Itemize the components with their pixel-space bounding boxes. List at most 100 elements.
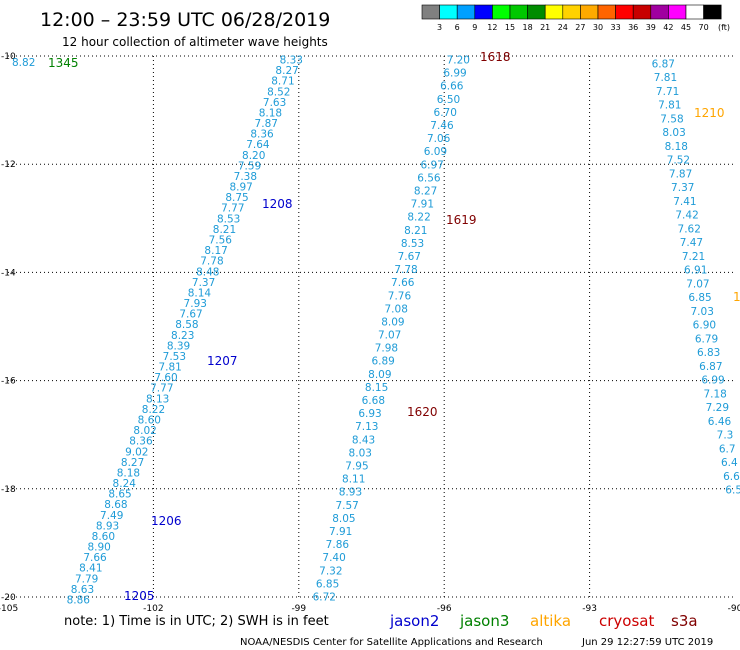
wave-height-value: 7.58 bbox=[660, 113, 683, 125]
wave-height-value: 8.09 bbox=[368, 369, 391, 381]
wave-height-value: 6.85 bbox=[688, 292, 711, 304]
wave-height-value: 8.22 bbox=[142, 404, 165, 416]
wave-height-value: 8.27 bbox=[414, 185, 437, 197]
wave-height-value: 6.66 bbox=[440, 81, 464, 93]
legend-swatch bbox=[527, 4, 546, 20]
wave-height-value: 7.32 bbox=[319, 565, 342, 577]
satellite-name-altika: altika bbox=[530, 612, 571, 630]
wave-height-value: 7.95 bbox=[345, 461, 368, 473]
legend-swatch bbox=[703, 4, 722, 20]
generated-timestamp: Jun 29 12:27:59 UTC 2019 bbox=[581, 637, 713, 648]
figure-subtitle: 12 hour collection of altimeter wave hei… bbox=[62, 35, 328, 49]
wave-height-value: 7.18 bbox=[703, 388, 726, 400]
wave-height-value: 8.68 bbox=[104, 499, 127, 511]
pass-time-labels: 1345 1618 1210 1208 1619 1207 1620 1206 1205 1 bbox=[48, 50, 740, 603]
satellite-name-s3a: s3a bbox=[671, 612, 698, 630]
latitude-tick-label: -14 bbox=[1, 268, 16, 278]
wave-height-value: 8.09 bbox=[381, 316, 404, 328]
wave-height-value: 6.90 bbox=[693, 320, 716, 332]
wave-height-value: 7.20 bbox=[447, 55, 470, 67]
credit-line: NOAA/NESDIS Center for Satellite Applica… bbox=[240, 637, 543, 648]
pass-time-label: 1620 bbox=[407, 405, 438, 419]
satellite-passes: 8.338.278.718.527.638.187.878.367.648.20… bbox=[67, 55, 740, 607]
legend-unit-label: (ft) bbox=[718, 23, 730, 32]
wave-height-value: 6.91 bbox=[684, 265, 707, 277]
wave-height-value: 7.07 bbox=[378, 330, 401, 342]
legend-swatch bbox=[439, 4, 458, 20]
legend-swatch bbox=[421, 4, 440, 20]
wave-height-value: 7.52 bbox=[667, 155, 690, 167]
wave-height-value: 7.66 bbox=[391, 277, 415, 289]
wave-height-value: 8.03 bbox=[662, 127, 685, 139]
satellite-name-jason3: jason3 bbox=[459, 612, 509, 630]
legend-swatch bbox=[509, 4, 528, 20]
wave-height-value: 6.09 bbox=[424, 146, 447, 158]
legend-swatch bbox=[544, 4, 564, 20]
wave-height-value: 6.50 bbox=[437, 94, 460, 106]
wave-height-value: 9.02 bbox=[125, 446, 148, 458]
wave-height-value: 6.89 bbox=[371, 356, 394, 368]
wave-height-value: 8.33 bbox=[280, 55, 303, 67]
legend-swatch bbox=[632, 4, 652, 20]
wave-height-value: 7.46 bbox=[430, 120, 454, 132]
legend-swatch bbox=[685, 4, 704, 20]
latitude-tick-label: -12 bbox=[1, 160, 16, 170]
wave-height-value: 7.38 bbox=[234, 171, 257, 183]
wave-height-value: 8.71 bbox=[271, 76, 294, 88]
wave-height-value: 8.18 bbox=[117, 467, 140, 479]
pass-time-label: 1205 bbox=[124, 589, 155, 603]
satellite-name-jason2: jason2 bbox=[389, 612, 439, 630]
wave-height-value: 7.53 bbox=[163, 351, 186, 363]
longitude-tick-label: -90 bbox=[728, 604, 740, 614]
legend-tick-label: 42 bbox=[663, 23, 673, 32]
wave-height-value: 8.17 bbox=[204, 245, 227, 257]
wave-height-value: 8.93 bbox=[96, 520, 119, 532]
satellite-legend: jason2 jason3 altika cryosat s3a bbox=[389, 612, 698, 630]
wave-height-value: 7.59 bbox=[238, 160, 261, 172]
wave-height-value: 7.07 bbox=[686, 278, 709, 290]
wave-height-value: 8.23 bbox=[171, 330, 194, 342]
wave-height-value: 6.7 bbox=[719, 443, 736, 455]
wave-height-value: 7.37 bbox=[192, 277, 215, 289]
wave-height-value: 8.43 bbox=[352, 434, 375, 446]
legend-tick-label: 39 bbox=[646, 23, 656, 32]
color-scale-legend: 3 6 9 12 15 18 21 24 27 30 33 36 39 42 45 70 bbox=[421, 4, 722, 32]
wave-height-value: 7.66 bbox=[83, 552, 107, 564]
pass-time-label: 1208 bbox=[262, 197, 293, 211]
wave-height-value: 6.72 bbox=[313, 592, 336, 604]
wave-height-value: 7.08 bbox=[385, 303, 408, 315]
latitude-tick-label: -20 bbox=[1, 593, 16, 603]
wave-height-value: 7.42 bbox=[675, 210, 698, 222]
legend-tick-label: 24 bbox=[558, 23, 568, 32]
longitude-tick-label: -93 bbox=[582, 604, 597, 614]
wave-height-value: 7.56 bbox=[209, 235, 233, 247]
wave-height-value: 7.81 bbox=[158, 362, 181, 374]
wave-height-value: 7.06 bbox=[427, 133, 451, 145]
wave-height-value: 7.91 bbox=[329, 526, 352, 538]
pass-time-label: 1619 bbox=[446, 213, 477, 227]
wave-height-value: 6.99 bbox=[701, 375, 724, 387]
corner-wave-height-value: 8.82 bbox=[12, 57, 35, 69]
longitude-tick-label: -96 bbox=[437, 604, 452, 614]
wave-height-value: 6.99 bbox=[443, 68, 466, 80]
wave-height-value: 8.05 bbox=[332, 513, 355, 525]
legend-swatch bbox=[562, 4, 581, 20]
wave-height-value: 7.03 bbox=[691, 306, 714, 318]
wave-height-value: 8.60 bbox=[92, 531, 115, 543]
wave-height-value: 6.46 bbox=[708, 416, 732, 428]
legend-tick-label: 36 bbox=[628, 23, 638, 32]
wave-height-value: 6.79 bbox=[695, 333, 718, 345]
legend-swatch bbox=[474, 4, 493, 20]
wave-height-value: 8.65 bbox=[108, 489, 131, 501]
wave-height-value: 7.78 bbox=[394, 264, 417, 276]
wave-height-value: 7.29 bbox=[706, 402, 729, 414]
wave-height-value: 7.63 bbox=[263, 97, 286, 109]
wave-height-value: 8.39 bbox=[167, 340, 190, 352]
legend-swatch bbox=[456, 4, 476, 20]
wave-height-value: 8.18 bbox=[665, 141, 688, 153]
wave-height-value: 8.11 bbox=[342, 474, 365, 486]
legend-tick-label: 3 bbox=[437, 23, 442, 32]
legend-swatch bbox=[580, 4, 599, 20]
map-panel: -105 -102 -99 -96 -93 -90 -10 -12 -14 -16 -18 -20 8… bbox=[0, 50, 740, 614]
wave-height-value: 8.22 bbox=[407, 212, 430, 224]
